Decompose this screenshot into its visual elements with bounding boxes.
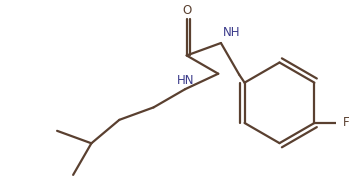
- Text: F: F: [343, 116, 349, 130]
- Text: NH: NH: [223, 26, 240, 39]
- Text: HN: HN: [177, 74, 194, 87]
- Text: O: O: [182, 4, 191, 17]
